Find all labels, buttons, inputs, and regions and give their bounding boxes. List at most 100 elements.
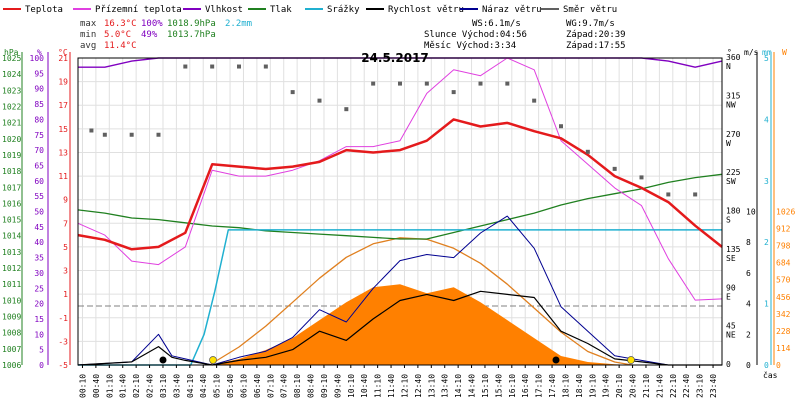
axis-humidity-tick: 60 — [34, 177, 44, 186]
axis-pressure-tick: 1025 — [2, 54, 21, 63]
x-tick-label: 10:10 — [347, 374, 356, 398]
axis-humidity-tick: 5 — [39, 346, 44, 355]
sunrise-marker — [209, 356, 217, 364]
axis-pressure-tick: 1016 — [2, 199, 21, 208]
axis-wind-tick: 6 — [746, 269, 751, 278]
axis-rain-tick: 5 — [764, 54, 769, 63]
axis-wind-tick: 10 — [746, 208, 756, 217]
x-tick-label: 15:10 — [481, 374, 490, 398]
axis-pressure-tick: 1021 — [2, 119, 21, 128]
axis-solar-tick: 0 — [776, 361, 781, 370]
axis-temperature-tick: 3 — [63, 267, 68, 276]
axis-pressure-tick: 1014 — [2, 232, 21, 241]
axis-humidity-label: % — [37, 48, 42, 57]
axis-temperature-tick: 1 — [63, 290, 68, 299]
axis-humidity-tick: 35 — [34, 254, 44, 263]
axis-pressure-tick: 1024 — [2, 70, 21, 79]
sunset-marker — [627, 356, 635, 364]
x-tick-label: 11:40 — [387, 374, 396, 398]
wind-direction-point — [102, 132, 107, 137]
axis-pressure-tick: 1015 — [2, 216, 21, 225]
axis-wind-tick: 2 — [746, 330, 751, 339]
x-tick-label: 19:40 — [602, 374, 611, 398]
x-tick-label: 23:40 — [709, 374, 718, 398]
axis-rain-label: mm — [762, 48, 772, 57]
info-moon-set: Západ:17:55 — [566, 41, 626, 51]
legend-label: Náraz větru — [482, 5, 542, 15]
axis-temperature-tick: 21 — [58, 54, 68, 63]
x-tick-label: 11:10 — [374, 374, 383, 398]
axis-direction-tick: 135 — [726, 245, 741, 254]
axis-pressure-tick: 1007 — [2, 345, 21, 354]
axis-solar-tick: 798 — [776, 242, 791, 251]
axis-humidity-tick: 15 — [34, 315, 44, 324]
wind-direction-point — [559, 124, 563, 129]
series-temperature — [77, 118, 723, 251]
axis-solar-tick: 456 — [776, 293, 791, 302]
x-tick-label: 10:40 — [360, 374, 369, 398]
chart-title: 24.5.2017 — [361, 51, 429, 65]
axis-pressure-tick: 1013 — [2, 248, 21, 257]
axis-direction-tick: 315 — [726, 91, 741, 100]
stats-block: max 16.3°C 100% 1018.9hPa 2.2mm min 5.0°… — [80, 19, 626, 51]
axis-pressure-tick: 1023 — [2, 86, 21, 95]
moonrise-marker — [159, 356, 167, 364]
solar-area — [209, 284, 633, 365]
wind-direction-points — [89, 64, 698, 197]
axis-pressure-tick: 1018 — [2, 167, 21, 176]
x-tick-label: 21:40 — [655, 374, 664, 398]
x-tick-label: 15:40 — [494, 374, 503, 398]
wind-direction-point — [290, 90, 295, 95]
x-tick-label: 00:40 — [92, 374, 101, 398]
axis-pressure-tick: 1011 — [2, 280, 21, 289]
axis-direction-tick: 270 — [726, 130, 741, 139]
axis-temperature-tick: 19 — [58, 78, 68, 87]
axis-humidity-tick: 20 — [34, 300, 44, 309]
x-tick-label: 09:40 — [333, 374, 342, 398]
legend: Teplota Přízemní teplota Vlhkost Tlak Srážky… — [3, 5, 617, 15]
axis-temperature-tick: -3 — [58, 337, 68, 346]
stats-avg-label: avg — [80, 41, 96, 51]
axis-wind-tick: 4 — [746, 300, 751, 309]
x-tick-label: 09:10 — [320, 374, 329, 398]
stats-max-press: 1018.9hPa — [167, 19, 216, 29]
wind-direction-point — [129, 132, 134, 137]
axis-humidity-tick: 95 — [34, 69, 44, 78]
axis-direction-tick: 0 — [726, 360, 731, 369]
axis-rain-tick: 0 — [764, 361, 769, 370]
axis-solar-tick: 684 — [776, 259, 791, 268]
x-tick-label: 05:10 — [213, 374, 222, 398]
x-tick-label: 13:10 — [427, 374, 436, 398]
x-tick-label: 16:40 — [521, 374, 530, 398]
axis-solar-tick: 570 — [776, 276, 791, 285]
x-tick-label: 17:40 — [548, 374, 557, 398]
x-tick-label: 02:40 — [146, 374, 155, 398]
wind-direction-point — [263, 64, 268, 69]
x-tick-label: 20:10 — [615, 374, 624, 398]
x-tick-label: 06:10 — [239, 374, 248, 398]
x-tick-label: 03:10 — [159, 374, 168, 398]
axis-wind-tick: 8 — [746, 238, 751, 247]
stats-max-temp: 16.3°C — [104, 19, 137, 29]
axis-direction-tick: N — [726, 62, 731, 71]
axis-humidity-tick: 55 — [34, 192, 44, 201]
axis-rain-tick: 4 — [764, 115, 769, 124]
x-tick-label: 20:40 — [629, 374, 638, 398]
x-tick-label: 14:40 — [468, 374, 477, 398]
axis-temperature-tick: 11 — [58, 172, 68, 181]
plot-border — [77, 57, 723, 366]
x-tick-label: 21:10 — [642, 374, 651, 398]
axis-humidity-tick: 100 — [30, 54, 45, 63]
wind-direction-point — [693, 192, 698, 197]
x-tick-label: 22:40 — [682, 374, 691, 398]
wind-direction-point — [505, 81, 510, 86]
x-tick-label: 07:40 — [280, 374, 289, 398]
wind-direction-point — [344, 107, 349, 112]
x-tick-label: 12:40 — [414, 374, 423, 398]
x-tick-label: 00:10 — [78, 374, 87, 398]
x-tick-label: 01:10 — [105, 374, 114, 398]
axis-humidity-tick: 75 — [34, 131, 44, 140]
axis-direction-tick: 360 — [726, 53, 741, 62]
x-tick-label: 22:10 — [669, 374, 678, 398]
